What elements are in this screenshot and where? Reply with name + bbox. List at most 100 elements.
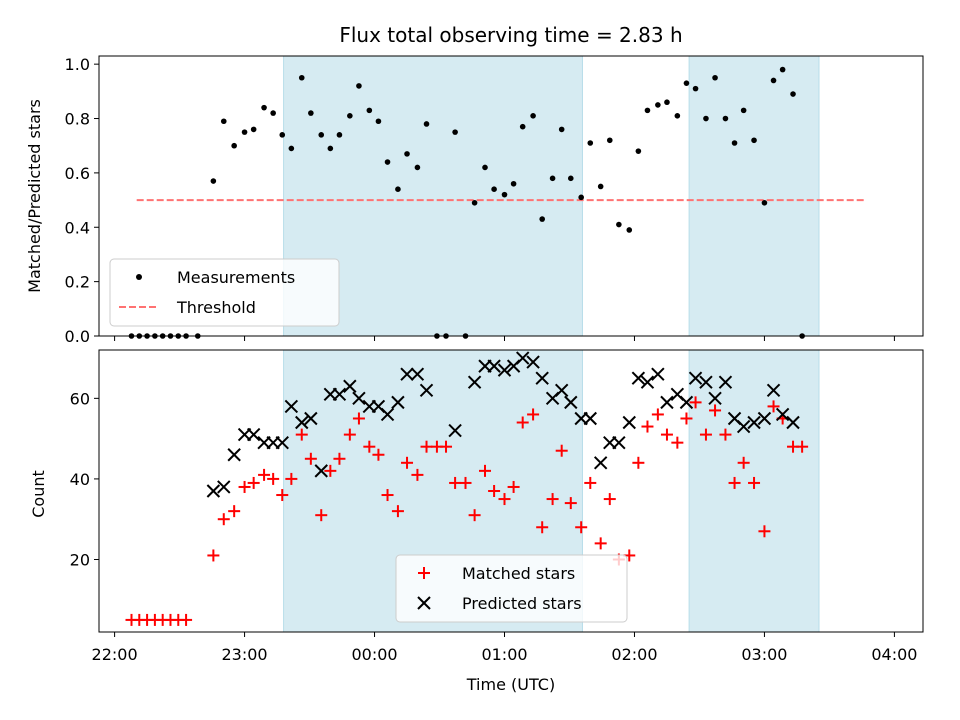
measurement-point xyxy=(279,132,286,138)
ratio-panel-frame xyxy=(98,55,924,337)
matched-star-point xyxy=(247,476,260,489)
measurement-point xyxy=(683,80,690,86)
matched-star-point xyxy=(709,404,722,417)
ratio-legend-box xyxy=(109,258,340,327)
predicted-star-point xyxy=(526,355,540,369)
predicted-star-point xyxy=(786,415,800,430)
matched-star-point xyxy=(660,428,673,441)
predicted-star-point xyxy=(467,375,482,389)
predicted-star-point xyxy=(206,484,221,498)
predicted-star-point xyxy=(497,363,512,377)
matched-star-point xyxy=(758,525,771,538)
predicted-star-point xyxy=(515,351,530,365)
y-tick-label: 0.6 xyxy=(65,164,90,183)
matched-star-point xyxy=(603,493,616,506)
matched-star-point xyxy=(440,440,453,453)
measurement-point xyxy=(770,77,777,84)
measurement-point xyxy=(414,164,421,171)
predicted-star-point xyxy=(718,375,733,389)
measurement-point xyxy=(722,115,729,122)
count-legend: Matched stars Predicted stars xyxy=(395,554,628,623)
matched-star-point xyxy=(372,448,385,461)
y-tick-label: 0.4 xyxy=(65,218,90,237)
predicted-star-point xyxy=(314,464,328,478)
y-tick-label: 60 xyxy=(70,389,90,408)
predicted-star-point xyxy=(352,391,366,406)
predicted-star-point xyxy=(246,427,261,442)
x-tick-label: 04:00 xyxy=(871,645,917,664)
measurement-point xyxy=(501,191,508,198)
matched-star-point xyxy=(207,549,220,562)
ratio-panel: 0.0 0.2 0.4 0.6 0.8 1.0 Matched/Predicted sta… xyxy=(25,55,924,346)
matched-star-point xyxy=(276,489,289,502)
measurement-point xyxy=(558,126,565,133)
measurement-point xyxy=(471,199,478,206)
predicted-star-point xyxy=(631,371,646,385)
predicted-star-point xyxy=(583,411,597,426)
predicted-star-point xyxy=(400,367,414,381)
predicted-star-point xyxy=(660,395,674,410)
matched-star-point xyxy=(680,412,693,425)
matched-star-point xyxy=(479,464,492,477)
x-tick-label: 02:00 xyxy=(611,645,657,664)
measurement-point xyxy=(539,216,545,222)
matched-star-point xyxy=(546,493,559,506)
measurement-point xyxy=(664,99,670,106)
matched-star-point xyxy=(737,456,750,469)
matched-star-point xyxy=(238,480,251,493)
legend-threshold-label: Threshold xyxy=(176,298,256,317)
x-tick-label: 00:00 xyxy=(351,645,397,664)
matched-star-point xyxy=(304,452,317,465)
count-panel-frame xyxy=(98,349,924,633)
measurement-point xyxy=(318,132,325,138)
matched-star-point xyxy=(267,472,280,485)
matched-star-point xyxy=(488,485,501,497)
count-panel: 20 40 60 22:00 23:00 00:00 01:00 02:00 03:00 04:… xyxy=(29,349,924,694)
matched-star-point xyxy=(285,472,298,485)
measurement-point xyxy=(298,74,305,81)
matched-star-point xyxy=(575,521,588,534)
predicted-star-point xyxy=(766,383,781,397)
ratio-legend: Measurements Threshold xyxy=(109,258,340,327)
matched-star-point xyxy=(295,428,308,441)
matched-star-point xyxy=(381,489,394,502)
measurement-point xyxy=(790,91,796,97)
matched-star-point xyxy=(468,509,481,522)
matched-star-point xyxy=(536,521,549,534)
matched-star-point xyxy=(767,400,780,413)
measurement-point xyxy=(308,110,314,116)
predicted-star-point xyxy=(380,407,395,422)
predicted-star-point xyxy=(775,407,790,422)
measurement-point xyxy=(347,113,353,119)
y-tick-label: 40 xyxy=(70,470,90,489)
predicted-star-point xyxy=(640,375,655,389)
measurement-point xyxy=(482,164,488,171)
measurement-point xyxy=(578,194,584,201)
matched-star-point xyxy=(632,456,645,469)
legend-predicted-marker xyxy=(417,596,431,610)
measurement-point xyxy=(423,121,430,127)
matched-star-point xyxy=(796,440,809,453)
predicted-star-point xyxy=(593,456,608,470)
predicted-star-point xyxy=(487,359,501,373)
matched-star-point xyxy=(689,396,702,409)
matched-star-point xyxy=(228,505,241,518)
measurement-point xyxy=(210,178,217,184)
predicted-star-point xyxy=(736,419,751,434)
measurement-point xyxy=(404,151,410,157)
measurement-point xyxy=(491,186,497,193)
x-tick-label: 01:00 xyxy=(481,645,527,664)
measurement-point xyxy=(519,123,526,130)
measurement-point xyxy=(220,118,227,125)
matched-star-point xyxy=(671,436,684,449)
measurement-point xyxy=(549,175,556,182)
matched-star-point xyxy=(411,468,424,481)
predicted-star-point xyxy=(391,395,405,410)
matched-star-point xyxy=(352,412,365,425)
measurement-point xyxy=(674,113,681,119)
measurement-point xyxy=(327,145,334,152)
predicted-star-point xyxy=(688,371,703,385)
matched-star-point xyxy=(343,428,356,441)
x-tick-label: 22:00 xyxy=(92,645,138,664)
predicted-star-point xyxy=(747,415,761,430)
